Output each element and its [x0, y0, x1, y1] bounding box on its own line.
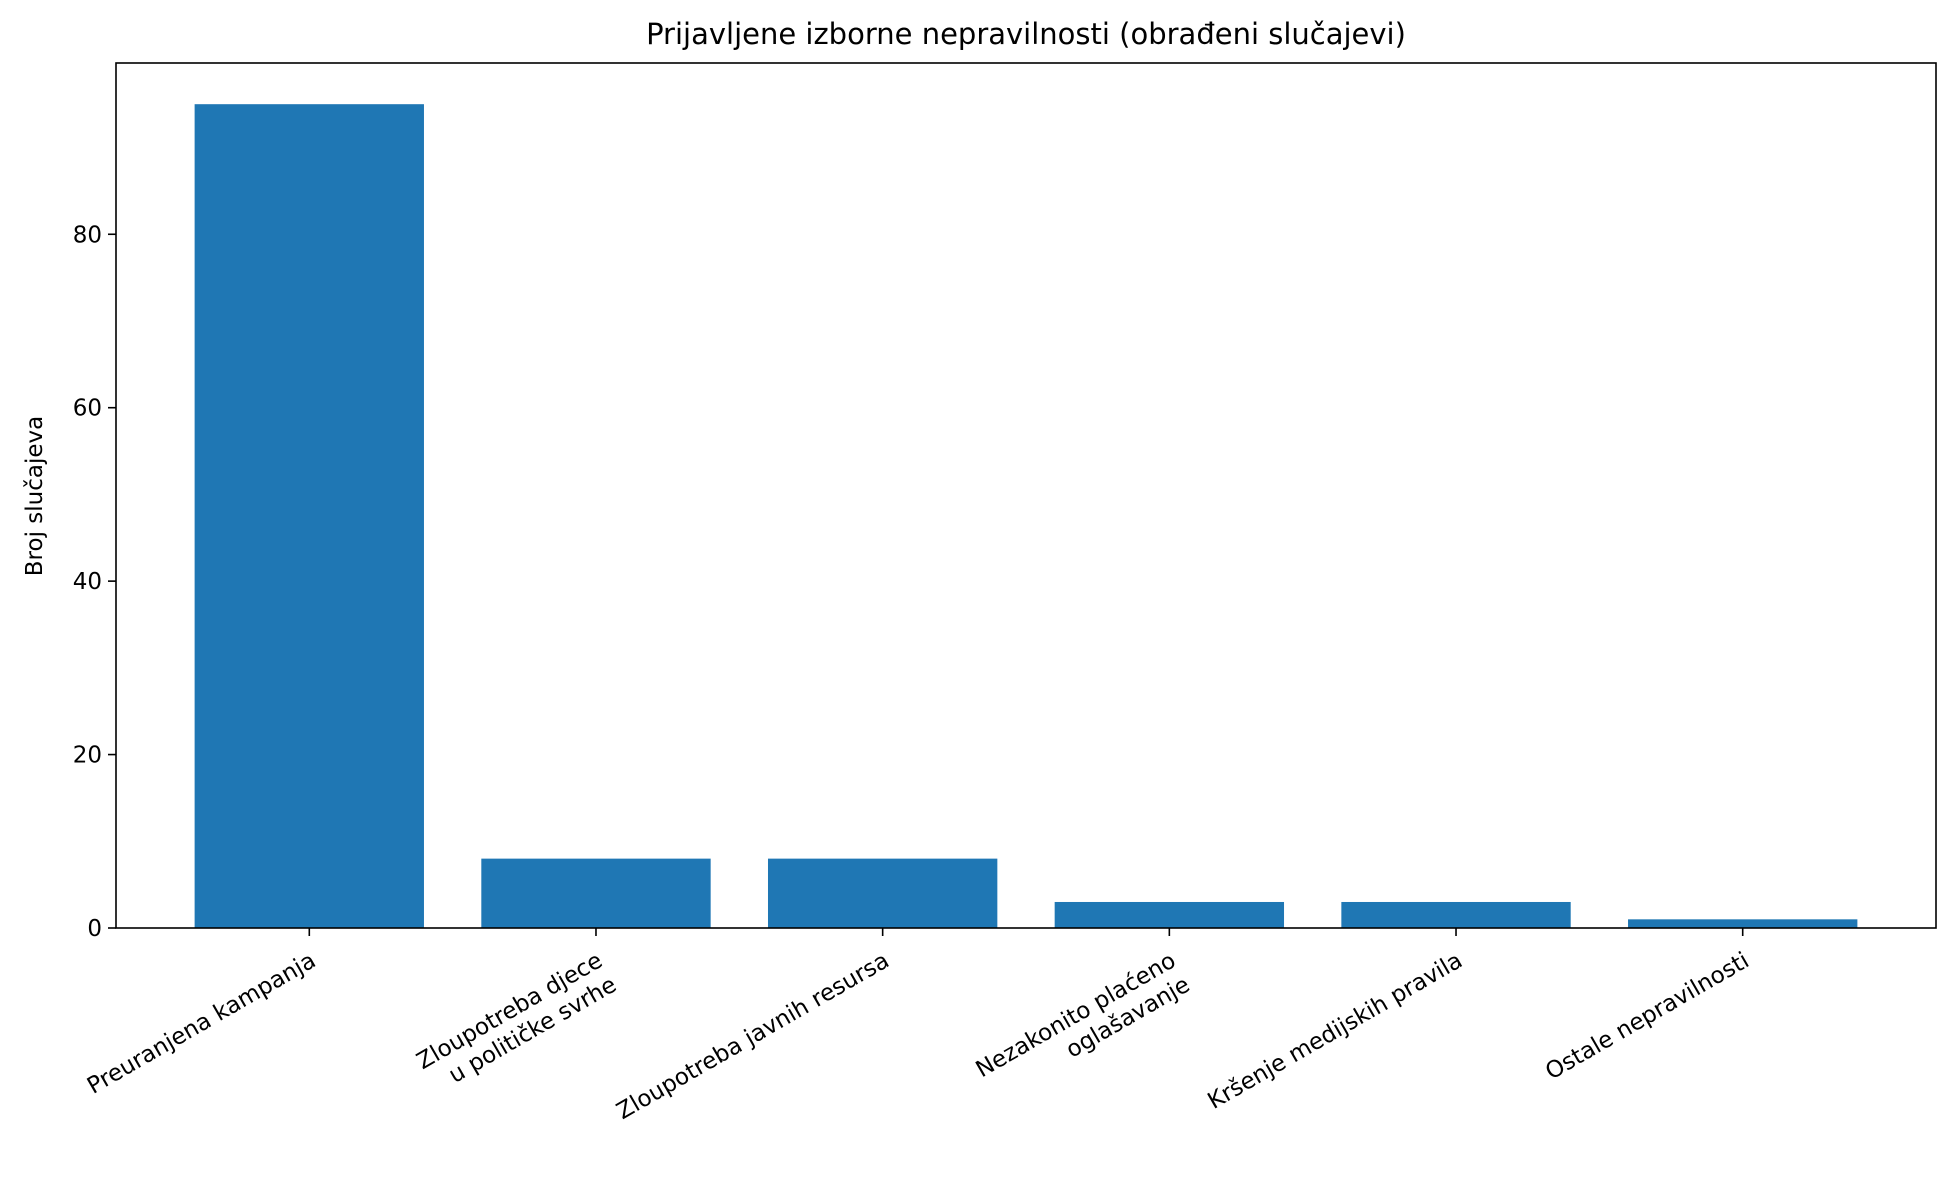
y-axis: 0 20 40 60 80	[73, 222, 116, 942]
bar-4	[1054, 901, 1285, 928]
bar-5	[1341, 901, 1571, 928]
y-tick-label: 0	[87, 916, 102, 942]
y-axis-label: Broj slučajeva	[22, 416, 48, 576]
chart-title: Prijavljene izborne nepravilnosti (obrađ…	[646, 17, 1406, 51]
y-tick-label: 80	[73, 222, 102, 248]
y-tick-label: 40	[73, 569, 102, 595]
bar-2	[481, 858, 711, 928]
bar-6	[1628, 919, 1858, 928]
y-tick-label: 60	[73, 396, 102, 422]
y-tick-label: 20	[73, 743, 102, 769]
bar-1	[194, 104, 424, 928]
plot-frame	[115, 62, 1937, 929]
bars-group	[194, 104, 1858, 928]
bar-3	[767, 858, 998, 928]
